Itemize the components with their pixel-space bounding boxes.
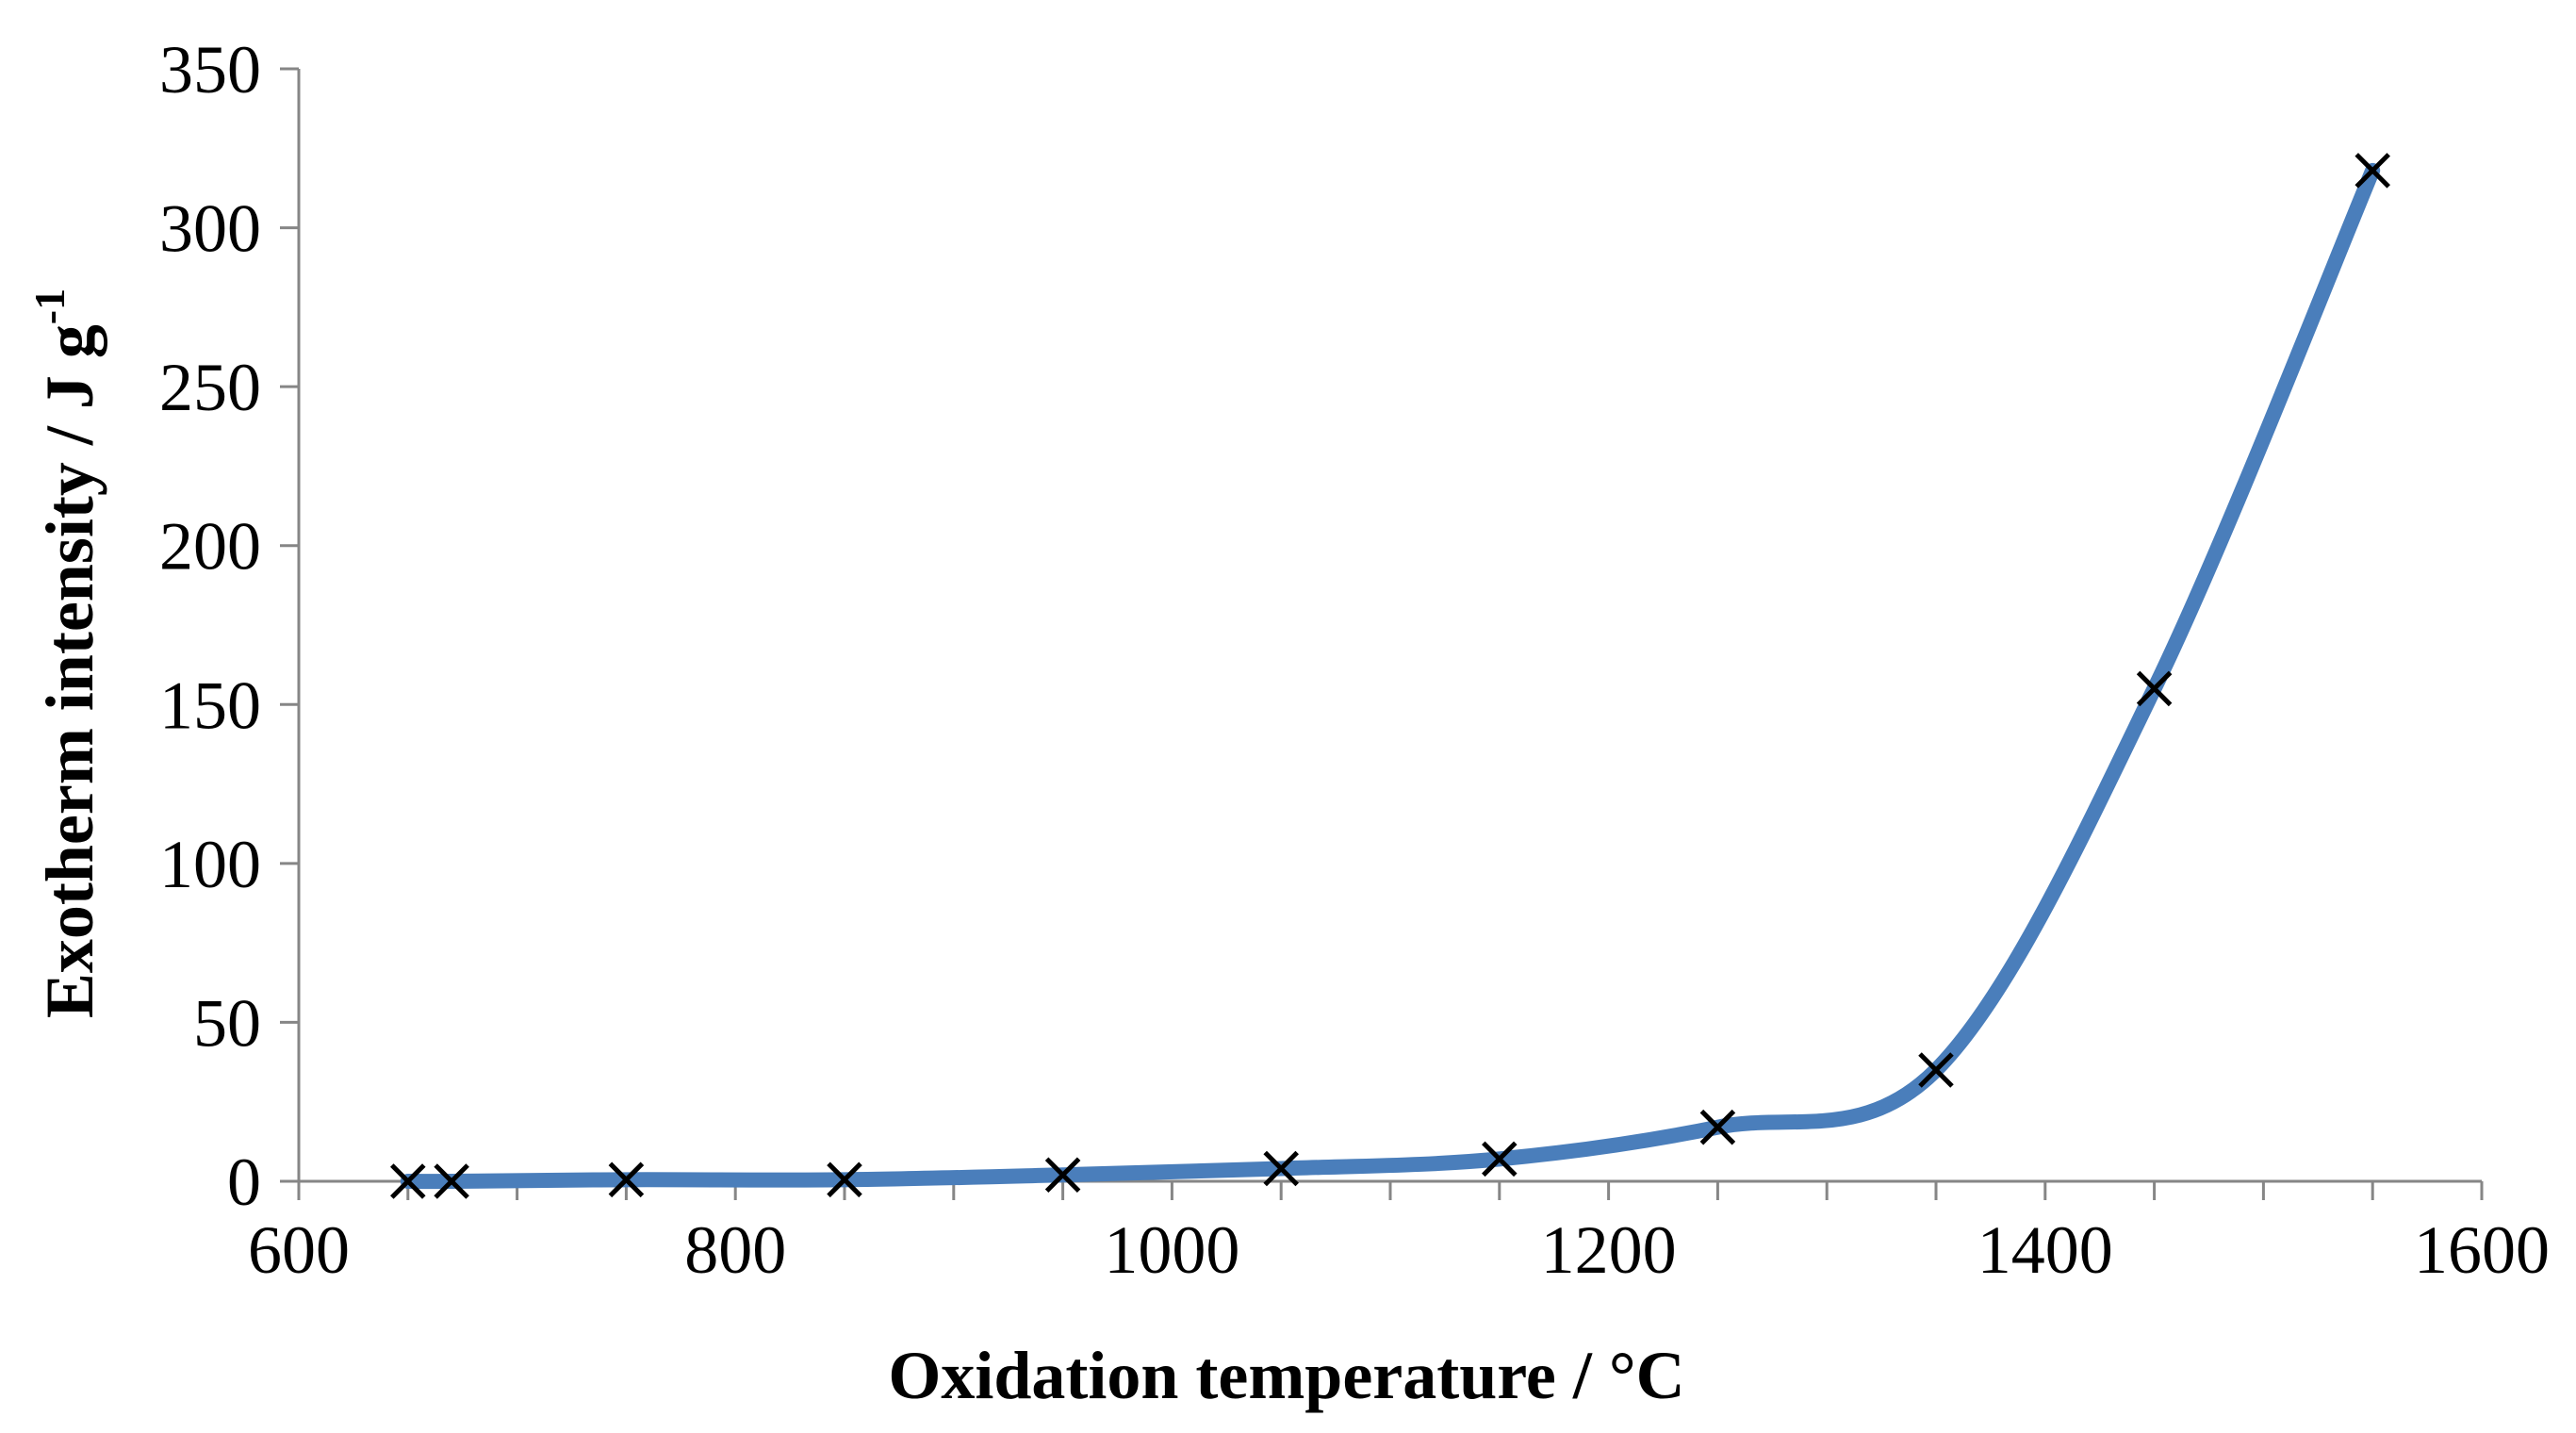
y-tick-label: 0 <box>227 1145 261 1220</box>
series-line <box>400 162 2381 1190</box>
y-tick-label: 300 <box>159 191 261 267</box>
data-markers <box>390 153 2390 1199</box>
x-tick-label: 600 <box>248 1212 350 1288</box>
y-axis-title-superscript: -1 <box>25 288 74 324</box>
data-point-marker <box>2354 153 2390 189</box>
y-tick-label: 50 <box>193 985 261 1061</box>
y-axis-tick-labels: 0 50 100 150 200 250 300 350 <box>159 32 261 1220</box>
x-axis-tick-labels: 600 800 1000 1200 1400 1600 <box>248 1212 2550 1288</box>
x-tick-label: 1200 <box>1541 1212 1677 1288</box>
data-point-marker <box>1918 1052 1954 1088</box>
data-point-marker <box>434 1163 469 1199</box>
x-tick-label: 1600 <box>2414 1212 2550 1288</box>
y-axis-ticks <box>280 67 299 1183</box>
y-tick-label: 350 <box>159 32 261 107</box>
data-point-marker <box>1699 1109 1736 1145</box>
y-axis-title-main: Exotherm intensity / J g <box>32 324 107 1018</box>
data-point-marker <box>2136 670 2173 707</box>
y-tick-label: 200 <box>159 509 261 585</box>
y-tick-label: 150 <box>159 667 261 743</box>
data-point-marker <box>1482 1141 1518 1178</box>
data-point-marker <box>390 1163 426 1199</box>
x-tick-label: 800 <box>684 1212 786 1288</box>
data-point-marker <box>1044 1157 1081 1194</box>
y-tick-label: 250 <box>159 350 261 425</box>
data-point-marker <box>827 1161 862 1198</box>
x-tick-label: 1000 <box>1104 1212 1239 1288</box>
x-axis-title: Oxidation temperature / °C <box>888 1338 1684 1413</box>
data-point-marker <box>608 1161 645 1198</box>
x-tick-label: 1400 <box>1977 1212 2113 1288</box>
y-tick-label: 100 <box>159 827 261 902</box>
y-axis-title: Exotherm intensity / J g-1 <box>25 288 107 1018</box>
data-point-marker <box>1263 1150 1299 1187</box>
